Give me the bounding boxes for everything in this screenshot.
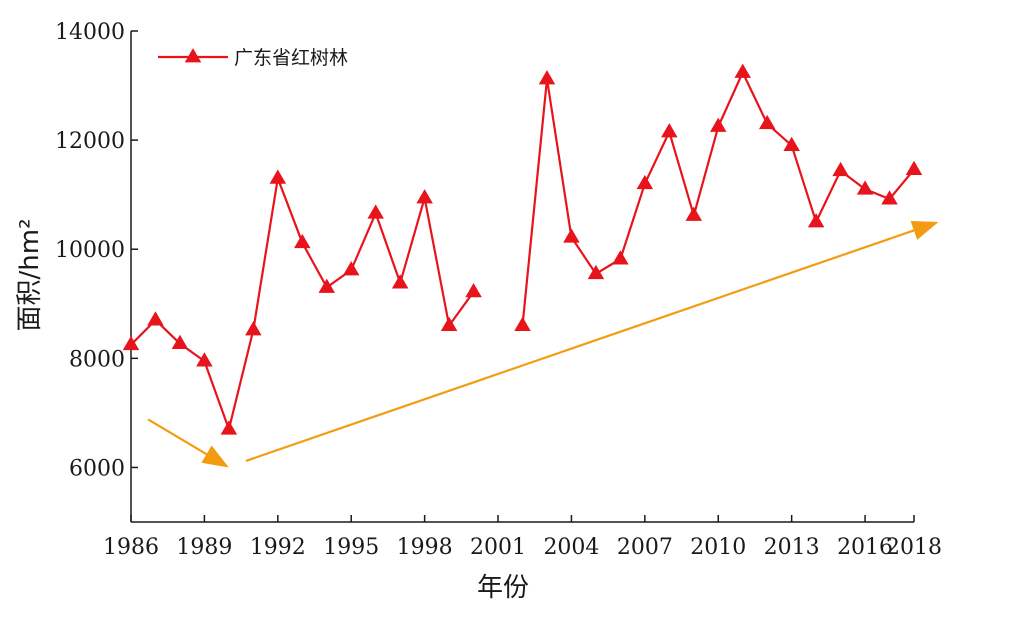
x-tick-label: 2018: [886, 535, 942, 560]
data-point-marker: [367, 204, 384, 219]
data-point-marker: [685, 206, 703, 221]
data-point-marker: [171, 334, 189, 350]
data-point-marker: [832, 161, 849, 177]
data-point-marker: [294, 233, 311, 249]
data-point-marker: [342, 261, 360, 276]
y-tick-label: 12000: [55, 129, 125, 154]
x-tick-label: 2001: [470, 535, 526, 560]
data-point-marker: [783, 136, 800, 151]
y-tick-label: 8000: [69, 347, 125, 372]
series-line: [521, 71, 915, 326]
x-tick-label: 1998: [397, 535, 453, 560]
data-point-marker: [881, 190, 898, 205]
legend-marker: [184, 48, 202, 63]
data-point-marker: [587, 264, 605, 280]
data-point-marker: [245, 321, 262, 336]
series-line: [130, 177, 475, 431]
data-point-marker: [147, 311, 164, 326]
series-layer: [122, 63, 923, 435]
x-tick-label: 1986: [103, 535, 159, 560]
data-point-marker: [269, 169, 287, 184]
data-point-marker: [636, 174, 654, 190]
data-point-marker: [807, 213, 825, 228]
data-point-marker: [856, 180, 874, 195]
x-tick-label: 2010: [690, 535, 746, 560]
y-axis-title: 面积/hm²: [15, 219, 45, 332]
data-point-marker: [563, 228, 580, 243]
data-point-marker: [661, 123, 678, 138]
trend-arrow-head: [910, 220, 939, 240]
data-point-marker: [758, 114, 776, 130]
y-tick-label: 10000: [55, 238, 125, 263]
x-tick-label: 1992: [250, 535, 306, 560]
data-point-marker: [710, 117, 727, 132]
data-point-marker: [734, 63, 751, 78]
x-tick-label: 1989: [176, 535, 232, 560]
data-point-marker: [318, 278, 335, 293]
ticks: 6000 8000 10000 12000 14000 1986 1989 1992 1995 1…: [55, 20, 942, 560]
x-tick-label: 2004: [543, 535, 599, 560]
data-point-marker: [416, 189, 433, 204]
trend-arrow-head: [201, 445, 229, 468]
data-point-marker: [538, 70, 556, 85]
legend-label: 广东省红树林: [234, 47, 348, 69]
data-point-marker: [391, 274, 409, 289]
data-point-marker: [905, 160, 923, 175]
trend-arrow-shaft: [147, 418, 208, 456]
x-tick-label: 2007: [617, 535, 673, 560]
annotations: [147, 220, 939, 468]
x-tick-label: 2013: [764, 535, 820, 560]
x-axis-title: 年份: [477, 573, 529, 603]
axes: [130, 31, 914, 523]
data-point-marker: [220, 420, 238, 435]
data-point-marker: [465, 282, 482, 298]
data-point-marker: [196, 352, 213, 367]
trend-arrow-shaft: [245, 229, 915, 462]
data-point-marker: [514, 316, 531, 332]
x-tick-label: 1995: [323, 535, 379, 560]
legend: 广东省红树林: [158, 47, 348, 69]
data-point-marker: [612, 250, 629, 265]
data-point-marker: [440, 316, 458, 332]
data-point-marker: [122, 335, 140, 351]
y-tick-label: 6000: [69, 456, 125, 481]
x-tick-label: 2016: [837, 535, 893, 560]
y-tick-label: 14000: [55, 20, 125, 45]
